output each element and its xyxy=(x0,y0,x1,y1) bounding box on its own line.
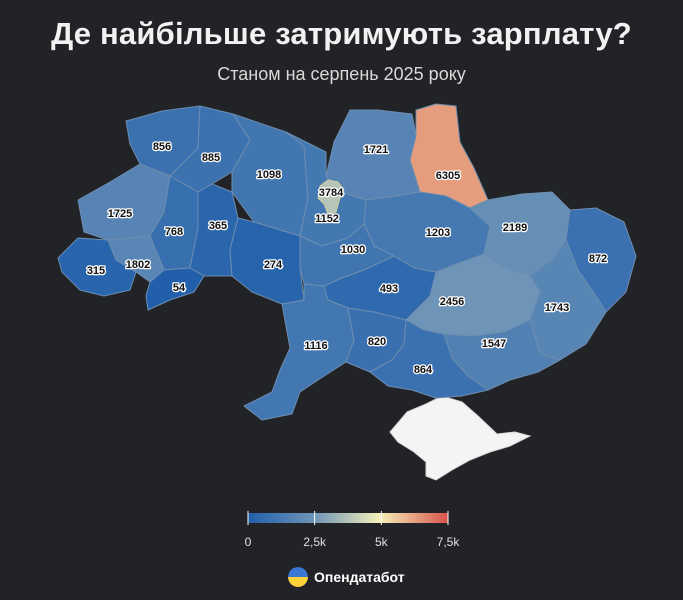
region-donetsk xyxy=(529,239,607,361)
value-label: 1743 xyxy=(545,302,569,314)
value-label: 1116 xyxy=(304,340,327,352)
value-label: 885 xyxy=(202,152,220,164)
value-label: 820 xyxy=(368,336,386,348)
color-legend: 0 2,5k 5k 7,5k xyxy=(245,511,461,549)
value-label: 864 xyxy=(414,364,433,376)
brand-name: Опендатабот xyxy=(314,569,405,585)
region-crimea xyxy=(389,395,532,481)
value-label: 1725 xyxy=(108,208,132,220)
value-label: 856 xyxy=(153,141,171,153)
region-odesa xyxy=(243,283,355,421)
value-label: 315 xyxy=(87,265,105,277)
value-label: 2189 xyxy=(503,222,527,234)
value-label: 1547 xyxy=(482,338,506,350)
legend-color-bar xyxy=(248,513,448,523)
value-label: 1802 xyxy=(126,259,150,271)
legend-tick-label: 7,5k xyxy=(437,535,461,549)
value-label: 493 xyxy=(380,283,398,295)
value-label: 1030 xyxy=(341,244,365,256)
value-label: 365 xyxy=(209,220,227,232)
legend-tick-label: 0 xyxy=(245,535,252,549)
value-label: 54 xyxy=(173,282,186,294)
value-label: 6305 xyxy=(436,170,460,182)
ukraine-flag-circle-icon xyxy=(288,567,308,587)
value-label: 1203 xyxy=(426,227,450,239)
page-subtitle: Станом на серпень 2025 року xyxy=(217,64,466,84)
region-kherson xyxy=(369,319,489,399)
legend-tick-label: 5k xyxy=(375,535,389,549)
page-title: Де найбільше затримують зарплату? xyxy=(51,16,632,51)
region-sumy xyxy=(409,103,489,209)
value-label: 274 xyxy=(264,259,283,271)
value-label: 768 xyxy=(165,226,183,238)
value-label: 872 xyxy=(589,253,607,265)
value-label: 3784 xyxy=(319,187,344,199)
region-kyiv-city xyxy=(317,179,345,215)
brand: Опендатабот xyxy=(288,566,405,588)
legend-tick-label: 2,5k xyxy=(303,535,327,549)
region-chernivtsi xyxy=(145,267,205,311)
value-label: 1152 xyxy=(315,213,339,225)
value-label: 1721 xyxy=(364,144,388,156)
value-label: 1098 xyxy=(257,169,281,181)
value-label: 2456 xyxy=(440,296,464,308)
